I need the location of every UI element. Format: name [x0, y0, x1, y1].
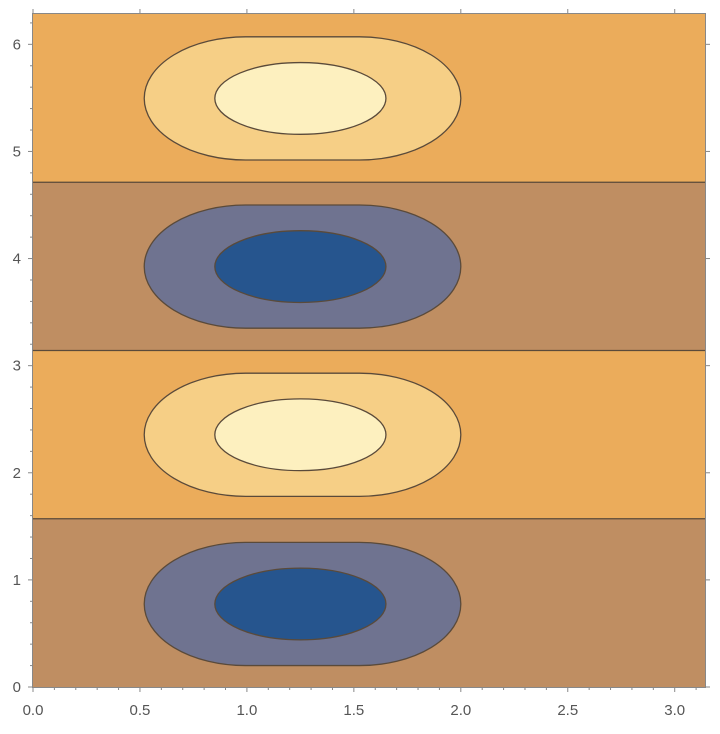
x-tick-label-5: 2.5	[557, 702, 578, 719]
y-tick-label-4: 4	[13, 251, 21, 268]
x-tick-label-6: 3.0	[664, 702, 685, 719]
plot-area	[33, 13, 705, 687]
contour-positive-3-inner	[214, 61, 387, 135]
x-tick-label-3: 1.5	[343, 702, 364, 719]
y-tick-label-3: 3	[13, 358, 21, 375]
contour-positive-1-inner	[214, 398, 387, 472]
y-tick-label-6: 6	[13, 36, 21, 53]
plot-frame	[32, 13, 706, 688]
x-tick-label-2: 1.0	[236, 702, 257, 719]
contour-negative-0-inner	[214, 567, 387, 641]
x-axis: 0.0 0.5 1.0 1.5 2.0 2.5 3.0	[23, 9, 697, 719]
y-tick-label-1: 1	[13, 572, 21, 589]
contour-negative-2-inner	[214, 230, 387, 304]
x-tick-label-1: 0.5	[130, 702, 151, 719]
y-tick-label-2: 2	[13, 465, 21, 482]
x-tick-label-4: 2.0	[450, 702, 471, 719]
x-tick-label-0: 0.0	[23, 702, 44, 719]
y-tick-label-0: 0	[13, 679, 21, 696]
y-tick-label-5: 5	[13, 143, 21, 160]
y-axis: 0 1 2 3 4 5 6	[13, 22, 710, 696]
frame-border	[32, 13, 706, 688]
